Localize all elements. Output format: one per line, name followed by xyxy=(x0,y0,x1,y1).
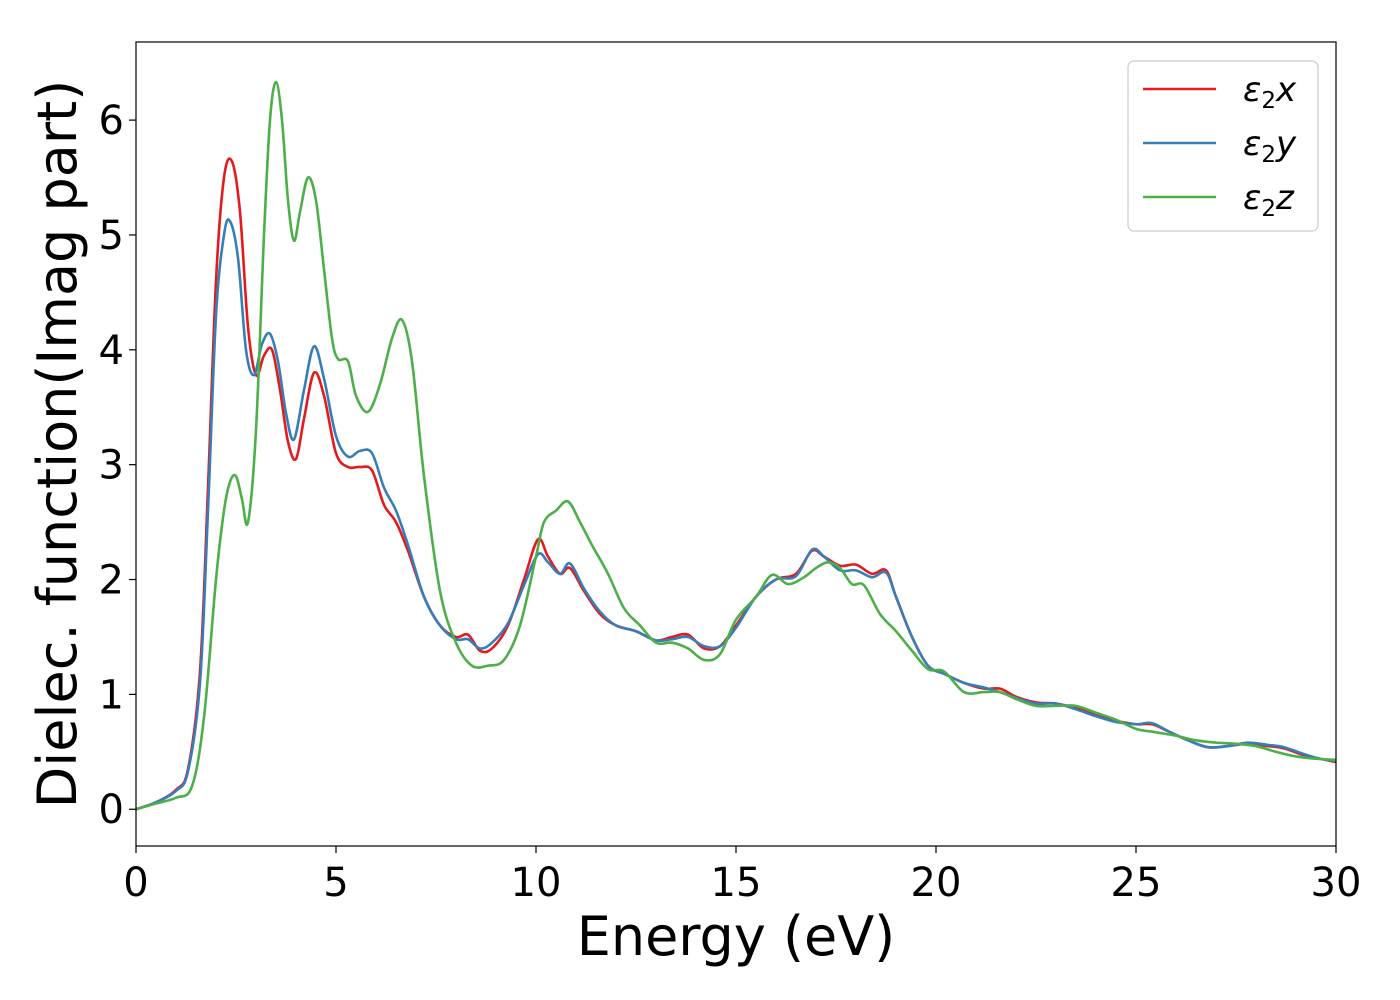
x-tick-label: 0 xyxy=(123,860,148,906)
legend-item-y: ε2y xyxy=(1143,124,1297,168)
x-tick-label: 15 xyxy=(711,860,762,906)
x-tick-label: 20 xyxy=(911,860,962,906)
series-line-y xyxy=(136,218,1336,811)
legend-item-x: ε2x xyxy=(1143,70,1297,114)
y-tick-label: 4 xyxy=(99,328,124,374)
y-tick-label: 1 xyxy=(99,672,124,718)
x-axis-ticks: 0 5 10 15 20 25 30 xyxy=(123,846,1361,906)
x-tick-label: 25 xyxy=(1111,860,1162,906)
legend-entries: ε2x ε2y ε2z xyxy=(1143,70,1297,222)
y-tick-label: 3 xyxy=(99,443,124,489)
y-tick-label: 5 xyxy=(99,213,124,259)
legend-box xyxy=(1127,60,1319,232)
y-axis-ticks: 0 1 2 3 4 5 6 xyxy=(99,98,136,833)
x-tick-label: 30 xyxy=(1311,860,1362,906)
legend: ε2x ε2y ε2z xyxy=(1127,60,1319,232)
legend-label: ε2x xyxy=(1243,70,1297,114)
x-tick-label: 10 xyxy=(511,860,562,906)
y-tick-label: 2 xyxy=(99,558,124,604)
y-tick-label: 0 xyxy=(99,787,124,833)
series-layer xyxy=(136,80,1336,811)
legend-item-z: ε2z xyxy=(1143,178,1295,222)
series-line-x xyxy=(136,157,1336,811)
y-axis-title: Dielec. function(Imag part) xyxy=(26,80,89,809)
legend-label: ε2y xyxy=(1243,124,1297,168)
legend-label: ε2z xyxy=(1243,178,1295,222)
x-axis-title: Energy (eV) xyxy=(577,905,896,968)
series-line-z xyxy=(136,80,1336,811)
x-tick-label: 5 xyxy=(323,860,348,906)
y-tick-label: 6 xyxy=(99,98,124,144)
